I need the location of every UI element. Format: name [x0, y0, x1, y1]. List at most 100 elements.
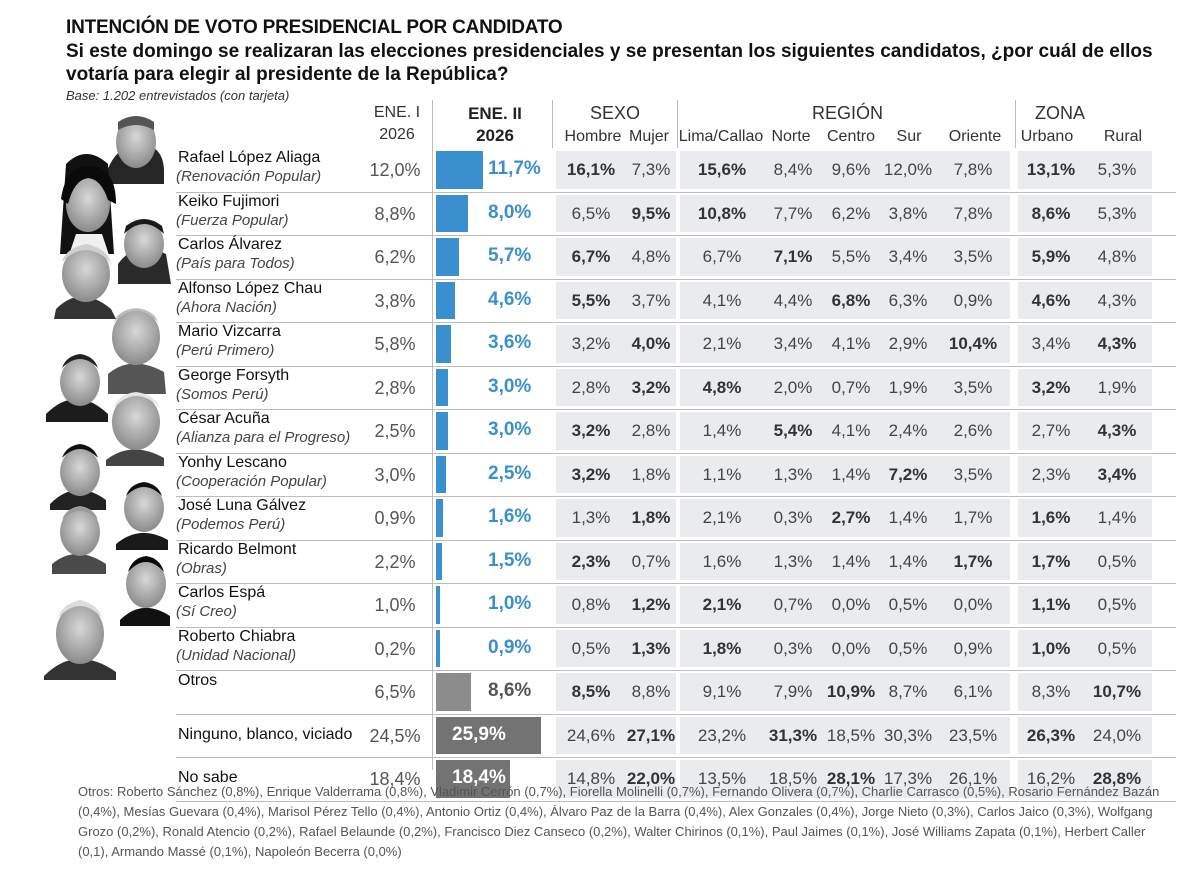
- breakdown-value: 1,9%: [1097, 377, 1137, 397]
- cell-group-bg: [556, 586, 676, 624]
- ene1-value: 18,4%: [369, 769, 421, 789]
- candidate-name: Yonhy Lescano: [178, 453, 287, 471]
- breakdown-value: 18,5%: [826, 725, 876, 745]
- breakdown-value: 1,7%: [953, 551, 993, 571]
- ene2-value: 0,9%: [488, 636, 532, 658]
- breakdown-value: 4,1%: [831, 334, 871, 353]
- breakdown-value: 16,1%: [566, 160, 616, 179]
- header-ene2-line2: 2026: [476, 126, 514, 145]
- breakdown-value: 0,9%: [953, 638, 993, 658]
- breakdown-value: 8,7%: [888, 682, 928, 701]
- portrait-9: [116, 482, 168, 550]
- breakdown-value: 4,4%: [773, 290, 813, 310]
- breakdown-value: 3,5%: [953, 247, 993, 266]
- breakdown-value: 31,3%: [768, 725, 818, 745]
- divider-sexo: [552, 100, 553, 148]
- party-name: (Sí Creo): [176, 603, 237, 620]
- candidate-photos: [36, 104, 176, 680]
- breakdown-value: 1,6%: [1031, 508, 1071, 527]
- breakdown-value: 1,1%: [1031, 595, 1071, 614]
- header-ene1-line2: 2026: [379, 126, 415, 143]
- breakdown-value: 0,7%: [773, 595, 813, 614]
- breakdown-value: 9,6%: [831, 160, 871, 179]
- ene2-bar: [436, 716, 541, 754]
- portrait-6: [46, 354, 108, 422]
- ene2-value: 3,6%: [488, 332, 532, 353]
- breakdown-value: 1,3%: [631, 638, 671, 658]
- candidate-name: No sabe: [178, 769, 238, 786]
- breakdown-value: 1,0%: [1031, 638, 1071, 658]
- breakdown-value: 4,1%: [831, 421, 871, 440]
- ene2-value: 3,0%: [488, 375, 532, 397]
- breakdown-value: 3,2%: [1031, 377, 1071, 397]
- cell-group-bg: [556, 716, 676, 754]
- cell-group-bg: [1018, 325, 1152, 363]
- header-rural: Rural: [1103, 128, 1143, 145]
- ene2-value: 8,6%: [488, 680, 532, 701]
- breakdown-value: 0,5%: [1097, 595, 1137, 614]
- breakdown-value: 2,7%: [1031, 421, 1071, 440]
- cell-group-bg: [680, 368, 1010, 406]
- candidate-name: Rafael López Aliaga: [178, 149, 321, 166]
- breakdown-value: 7,7%: [773, 203, 813, 223]
- breakdown-value: 2,3%: [1031, 464, 1071, 484]
- breakdown-value: 0,0%: [831, 638, 871, 658]
- breakdown-value: 3,8%: [888, 203, 928, 223]
- ene2-bar: [436, 368, 449, 406]
- breakdown-value: 3,5%: [953, 377, 993, 397]
- header-centro: Centro: [826, 128, 876, 145]
- cell-group-bg: [556, 542, 676, 580]
- breakdown-value: 9,5%: [631, 203, 671, 223]
- breakdown-value: 1,7%: [1031, 551, 1071, 571]
- candidate-name: George Forsyth: [178, 366, 290, 384]
- breakdown-value: 1,8%: [702, 638, 742, 658]
- breakdown-value: 9,1%: [702, 682, 742, 701]
- header-norte: Norte: [771, 128, 811, 145]
- breakdown-value: 5,5%: [831, 247, 871, 266]
- ene2-bar: [436, 499, 443, 537]
- row-separator: [176, 322, 1176, 323]
- candidate-name: César Acuña: [178, 410, 270, 427]
- ene1-value: 1,0%: [374, 595, 416, 615]
- candidate-name: Keiko Fujimori: [178, 192, 280, 210]
- breakdown-value: 3,7%: [631, 290, 671, 310]
- breakdown-value: 0,8%: [571, 595, 611, 614]
- row-separator: [176, 191, 1176, 193]
- cell-group-bg: [1018, 238, 1152, 276]
- ene2-bar: [436, 194, 469, 232]
- breakdown-value: 4,6%: [1031, 290, 1071, 310]
- breakdown-value: 1,3%: [571, 508, 611, 527]
- row-separator: [176, 278, 1176, 280]
- cell-group-bg: [556, 281, 676, 319]
- breakdown-value: 22,0%: [626, 769, 676, 788]
- header-sur: Sur: [896, 128, 922, 145]
- cell-group-bg: [1018, 368, 1152, 406]
- breakdown-value: 16,2%: [1026, 769, 1076, 788]
- header-zona: ZONA: [1034, 103, 1085, 123]
- row-separator: [176, 626, 1176, 628]
- ene2-value: 5,7%: [488, 245, 532, 266]
- cell-group-bg: [680, 194, 1010, 232]
- breakdown-value: 17,3%: [883, 769, 933, 788]
- header-sexo: SEXO: [589, 103, 641, 123]
- breakdown-value: 2,3%: [571, 551, 611, 571]
- ene2-value: 4,6%: [488, 288, 532, 310]
- breakdown-value: 6,5%: [571, 203, 611, 223]
- breakdown-value: 7,2%: [888, 464, 928, 484]
- cell-group-bg: [680, 499, 1010, 537]
- ene1-value: 6,2%: [374, 247, 416, 267]
- header-hombre: Hombre: [564, 128, 622, 145]
- cell-group-bg: [680, 760, 1010, 798]
- party-name: (País para Todos): [176, 255, 295, 272]
- breakdown-value: 4,0%: [631, 334, 671, 353]
- cell-group-bg: [1018, 281, 1152, 319]
- breakdown-value: 12,0%: [883, 160, 933, 179]
- party-name: (Somos Perú): [176, 385, 269, 403]
- breakdown-value: 10,8%: [697, 203, 747, 223]
- breakdown-value: 6,7%: [571, 247, 611, 266]
- portrait-11: [120, 556, 170, 626]
- breakdown-value: 3,4%: [888, 247, 928, 266]
- breakdown-value: 10,4%: [948, 334, 998, 353]
- cell-group-bg: [1018, 629, 1152, 667]
- cell-group-bg: [1018, 542, 1152, 580]
